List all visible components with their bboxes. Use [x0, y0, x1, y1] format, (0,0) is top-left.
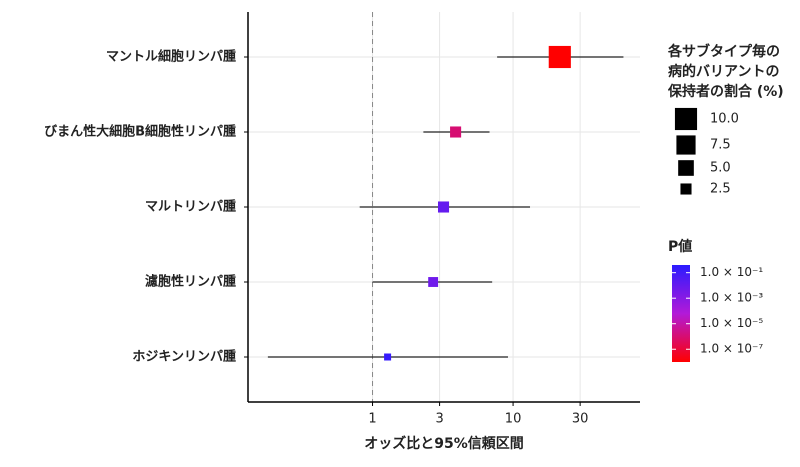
size-legend-label: 7.5 [710, 138, 731, 153]
color-legend-label: 1.0 × 10⁻⁵ [700, 316, 763, 330]
size-legend-key [674, 107, 698, 131]
size-legend-title: 各サブタイプ毎の [667, 43, 780, 60]
point-estimate [428, 277, 439, 287]
category-label: マルトリンパ腫 [145, 199, 236, 215]
size-legend-key [680, 183, 692, 195]
x-tick-label: 30 [572, 412, 589, 427]
size-legend-title: 保持者の割合 (%) [667, 83, 784, 100]
color-legend-label: 1.0 × 10⁻¹ [700, 265, 763, 279]
size-legend-label: 10.0 [710, 112, 739, 127]
point-estimate [384, 353, 392, 361]
size-legend-label: 5.0 [710, 161, 731, 176]
color-legend-label: 1.0 × 10⁻⁷ [700, 342, 763, 356]
size-legend-key [678, 160, 694, 176]
x-tick-label: 1 [368, 412, 376, 427]
x-tick-label: 3 [435, 412, 443, 427]
category-label: びまん性大細胞B細胞性リンパ腫 [44, 124, 236, 140]
category-label: 濾胞性リンパ腫 [145, 274, 236, 290]
x-axis-title: オッズ比と95%信頼区間 [364, 435, 524, 452]
size-legend-title: 病的バリアントの [668, 63, 779, 80]
point-estimate [437, 201, 450, 213]
size-legend-label: 2.5 [710, 182, 731, 197]
category-label: ホジキンリンパ腫 [132, 349, 236, 365]
category-label: マントル細胞リンパ腫 [106, 49, 236, 65]
x-tick-label: 10 [505, 412, 522, 427]
size-legend-key [676, 135, 696, 155]
color-bar [672, 265, 690, 362]
point-estimate [548, 45, 571, 69]
color-legend-title: P値 [668, 238, 692, 255]
point-estimate [450, 126, 462, 138]
color-legend-label: 1.0 × 10⁻³ [700, 291, 763, 305]
